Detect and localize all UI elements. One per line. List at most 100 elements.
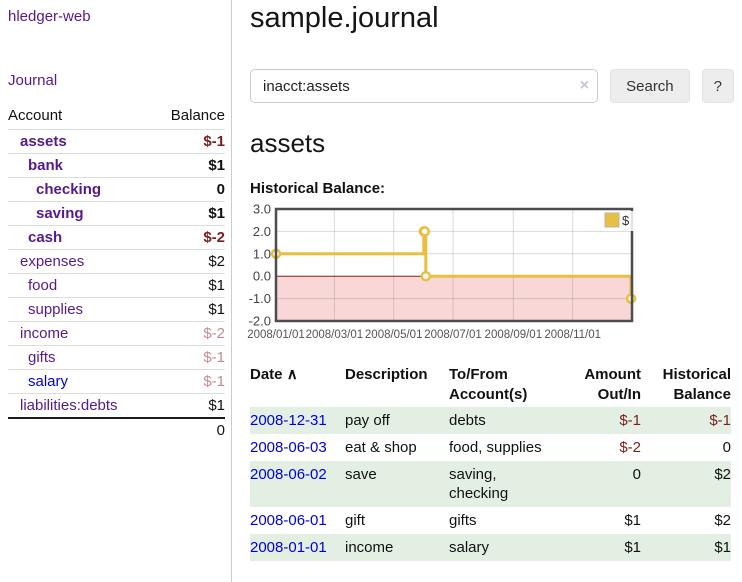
accounts-header-balance: Balance	[170, 107, 225, 124]
transaction-balance: $1	[714, 539, 731, 556]
transaction-date-link[interactable]: 2008-06-02	[250, 466, 327, 483]
account-balance: $1	[153, 153, 225, 178]
account-balance: $1	[153, 393, 225, 418]
account-link-salary[interactable]: salary	[28, 373, 69, 390]
plot-border	[274, 207, 634, 323]
account-row: supplies $1	[8, 297, 225, 322]
sidebar: hledger-web Journal Account Balance asse…	[0, 0, 232, 582]
account-row: cash $-2	[8, 225, 225, 250]
accounts-table: Account Balance assets $-1 bank $1 checking 0…	[8, 104, 225, 442]
account-link-gifts[interactable]: gifts	[28, 349, 56, 366]
search-input[interactable]	[250, 69, 599, 103]
account-balance: 0	[153, 177, 225, 202]
account-heading: assets	[250, 128, 326, 158]
transaction-amount: $1	[624, 539, 641, 556]
y-tick-label: 3.0	[253, 202, 271, 217]
account-balance: $2	[153, 249, 225, 274]
transaction-date-link[interactable]: 2008-06-01	[250, 512, 327, 529]
account-balance: $-1	[153, 129, 225, 154]
x-tick-label: 2008/05/01	[365, 329, 423, 341]
account-link-income[interactable]: income	[20, 325, 69, 342]
transaction-accounts: debts	[449, 412, 486, 429]
legend-label: $	[622, 213, 630, 228]
register-header-description: Description	[345, 366, 428, 383]
register-table: Date ∧ Description To/From Account(s) Am…	[250, 363, 731, 561]
register-header-date[interactable]: Date ∧	[250, 366, 298, 383]
data-point-marker	[420, 270, 432, 282]
transaction-accounts: gifts	[449, 512, 477, 529]
chart-title: Historical Balance:	[250, 180, 386, 197]
page-title: sample.journal	[250, 2, 439, 34]
account-link-saving[interactable]: saving	[36, 205, 84, 222]
sidebar-item-journal[interactable]: Journal	[8, 72, 58, 89]
transaction-amount: $1	[624, 512, 641, 529]
sort-ascending-icon: ∧	[286, 366, 298, 383]
account-row: saving $1	[8, 201, 225, 226]
account-link-cash[interactable]: cash	[28, 229, 63, 246]
x-tick-label: 2008/01/01	[247, 329, 305, 341]
account-balance: $-1	[153, 369, 225, 394]
transaction-date-link[interactable]: 2008-06-03	[250, 439, 327, 456]
historical-balance-chart: $3.0 2.0 1.0 0.0 -1.0 -2.0 2008/01/01 2008/03/0…	[247, 202, 734, 345]
y-tick-label: -2.0	[249, 314, 271, 329]
transaction-amount: $-1	[619, 412, 641, 429]
transaction-description: pay off	[345, 412, 390, 429]
transaction-balance: $-1	[709, 412, 731, 429]
transaction-amount: $-2	[619, 439, 641, 456]
account-row: food $1	[8, 273, 225, 298]
clear-search-icon[interactable]: ×	[579, 77, 590, 94]
account-balance: $1	[153, 273, 225, 298]
account-link-liabilities:debts[interactable]: liabilities:debts	[20, 397, 118, 414]
transaction-description: eat & shop	[345, 439, 417, 456]
transaction-accounts: salary	[449, 539, 490, 556]
transaction-balance: $2	[714, 512, 731, 529]
main-content: sample.journal × Search ? assets Histori…	[247, 0, 734, 561]
transaction-row: 2008-06-02 save saving, checking 0 $2	[250, 461, 731, 507]
transaction-row: 2008-06-03 eat & shop food, supplies $-2 0	[250, 434, 731, 461]
transaction-date-link[interactable]: 2008-12-31	[250, 412, 327, 429]
search-bar: × Search ?	[250, 69, 734, 103]
x-tick-label: 2008/11/01	[544, 329, 601, 341]
account-row: income $-2	[8, 321, 225, 346]
account-balance: $-2	[153, 225, 225, 250]
x-tick-label: 2008/07/01	[424, 329, 482, 341]
account-balance: $-1	[153, 345, 225, 370]
transaction-row: 2008-01-01 income salary $1 $1	[250, 534, 731, 561]
account-link-assets[interactable]: assets	[20, 133, 67, 150]
account-row: gifts $-1	[8, 345, 225, 370]
transaction-row: 2008-12-31 pay off debts $-1 $-1	[250, 407, 731, 434]
account-row: assets $-1	[8, 129, 225, 154]
transaction-accounts: food, supplies	[449, 439, 542, 456]
account-link-supplies[interactable]: supplies	[28, 301, 84, 318]
data-point-marker	[419, 226, 431, 237]
account-link-expenses[interactable]: expenses	[20, 253, 85, 270]
accounts-header-account: Account	[8, 107, 63, 124]
transaction-description: gift	[345, 512, 366, 529]
transaction-date-link[interactable]: 2008-01-01	[250, 539, 327, 556]
account-balance: $1	[153, 297, 225, 322]
y-tick-label: 0.0	[253, 269, 271, 284]
register-header-balance: Historical Balance	[662, 366, 731, 403]
search-button[interactable]: Search	[610, 69, 690, 103]
account-link-bank[interactable]: bank	[28, 157, 64, 174]
transaction-accounts: saving, checking	[449, 466, 509, 502]
accounts-total-value: 0	[153, 417, 225, 442]
legend-swatch	[604, 212, 620, 228]
transaction-amount: 0	[632, 466, 641, 483]
transaction-description: save	[345, 466, 377, 483]
transaction-balance: 0	[722, 439, 731, 456]
account-row: expenses $2	[8, 249, 225, 274]
transaction-row: 2008-06-01 gift gifts $1 $2	[250, 507, 731, 534]
register-header-accounts: To/From Account(s)	[449, 366, 528, 403]
y-tick-label: 1.0	[253, 246, 271, 261]
app-title-link[interactable]: hledger-web	[8, 8, 91, 25]
account-link-food[interactable]: food	[28, 277, 58, 294]
negative-region	[276, 276, 632, 321]
y-tick-label: 2.0	[253, 224, 271, 239]
register-header-amount: Amount Out/In	[584, 366, 641, 403]
x-tick-label: 2008/09/01	[485, 329, 543, 341]
account-link-checking[interactable]: checking	[36, 181, 102, 198]
transaction-balance: $2	[714, 466, 731, 483]
help-button[interactable]: ?	[701, 69, 734, 103]
account-row: liabilities:debts $1	[8, 393, 225, 418]
